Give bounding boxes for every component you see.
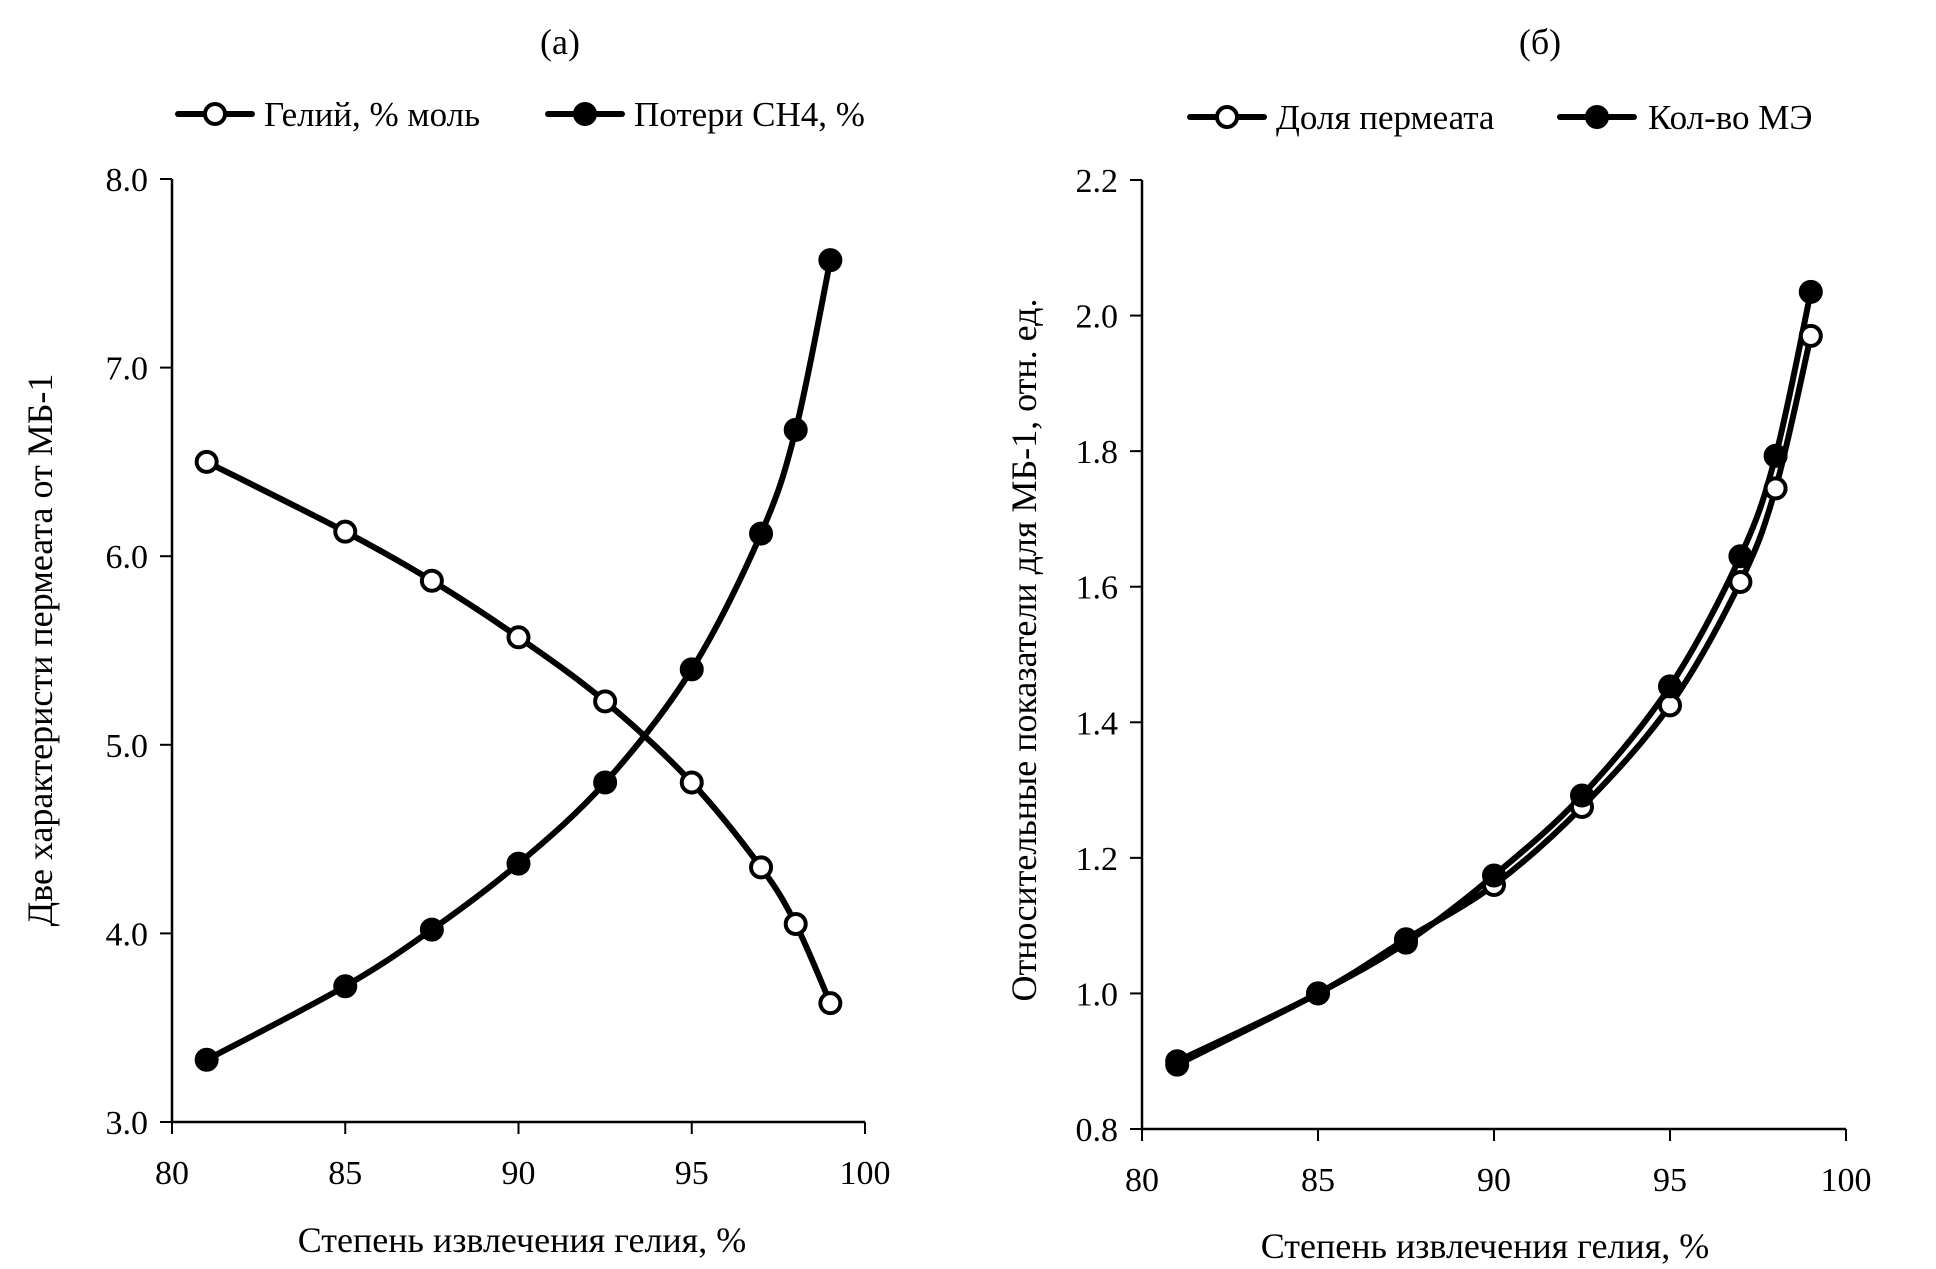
panel-b-y-tick-label: 1.2 xyxy=(1076,841,1119,878)
panel-a-series-1-point xyxy=(679,657,704,682)
panel-a-y-tick-label: 8.0 xyxy=(106,162,149,199)
panel-a-series-0-point xyxy=(818,991,843,1016)
chart-panel-b: (б) Доля пермеата Кол-во МЭ Относительны… xyxy=(1004,22,1872,1266)
panel-b-x-axis-title: Степень извлечения гелия, % xyxy=(1261,1226,1709,1266)
panel-a-series-0-point xyxy=(194,449,219,474)
legend-a-label-ch4-loss: Потери CH4, % xyxy=(634,95,865,134)
panel-b-series-1-point xyxy=(1482,863,1506,888)
panel-a-series-0-point xyxy=(679,770,704,795)
legend-open-circle-icon xyxy=(203,102,227,126)
panel-a-series-0-point xyxy=(333,519,358,544)
panel-a-series-1-point xyxy=(506,851,531,876)
panel-b-series-1-point xyxy=(1798,279,1823,304)
panel-a-title: (a) xyxy=(540,22,580,62)
panel-a-series-1-point xyxy=(749,521,774,546)
panel-b-axes: 0.8 1.0 1.2 1.4 1.6 1.8 2.0 2.2 80 85 90 95 100 xyxy=(1076,163,1872,1199)
panel-b-y-axis-title: Относительные показатели для МБ-1, отн. … xyxy=(1004,299,1044,1002)
panel-b-series-1-point xyxy=(1165,1052,1190,1077)
panel-a-series-0-line xyxy=(203,458,834,1007)
legend-open-circle-icon xyxy=(1215,105,1239,129)
panel-b-series-1-line xyxy=(1174,288,1814,1068)
legend-b-item-me-count: Кол-во МЭ xyxy=(1557,98,1813,137)
panel-b-series-0-point xyxy=(1763,476,1788,501)
panel-a-x-tick-label: 80 xyxy=(155,1155,189,1192)
panel-b-x-tick-label: 80 xyxy=(1125,1162,1159,1199)
panel-b-series-0-point xyxy=(1798,323,1823,348)
panel-a-axes: 3.0 4.0 5.0 6.0 7.0 8.0 80 85 90 95 100 xyxy=(106,162,891,1192)
legend-a: Гелий, % моль Потери CH4, % xyxy=(175,95,865,134)
panel-a-series-0-point xyxy=(749,855,774,880)
chart-panel-a: (a) Гелий, % моль Потери CH4, % Две хара… xyxy=(20,22,891,1260)
legend-filled-circle-icon xyxy=(1585,105,1609,129)
panel-b-x-tick-label: 95 xyxy=(1653,1162,1687,1199)
panel-b-y-tick-label: 1.8 xyxy=(1076,434,1119,471)
panel-a-y-axis-title: Две характеристи пермеата от МБ-1 xyxy=(20,374,60,927)
panel-a-series xyxy=(194,248,843,1072)
panel-b-series-1-point xyxy=(1763,443,1788,468)
panel-a-series-1-point xyxy=(419,917,444,942)
panel-b-y-tick-label: 0.8 xyxy=(1076,1112,1119,1149)
panel-a-series-0-point xyxy=(783,911,808,936)
panel-a-y-tick-label: 7.0 xyxy=(106,351,149,388)
legend-b-label-permeate-share: Доля пермеата xyxy=(1276,98,1495,137)
legend-b: Доля пермеата Кол-во МЭ xyxy=(1187,98,1813,137)
legend-b-label-me-count: Кол-во МЭ xyxy=(1648,98,1813,137)
panel-a-series-1-point xyxy=(818,248,843,273)
legend-filled-circle-icon xyxy=(573,102,597,126)
panel-a-series-0-point xyxy=(506,625,531,650)
panel-a-y-tick-label: 3.0 xyxy=(106,1105,149,1142)
panel-a-y-tick-label: 6.0 xyxy=(106,539,149,576)
panel-b-y-tick-label: 2.2 xyxy=(1076,163,1119,200)
panel-b-y-tick-label: 1.6 xyxy=(1076,570,1119,607)
panel-a-x-tick-label: 90 xyxy=(502,1155,536,1192)
panel-a-x-tick-label: 95 xyxy=(675,1155,709,1192)
legend-a-item-helium: Гелий, % моль xyxy=(175,95,480,134)
panel-b-series-1-point xyxy=(1570,783,1594,808)
panel-b-y-tick-label: 1.0 xyxy=(1076,976,1119,1013)
panel-b-series-1-point xyxy=(1306,981,1330,1006)
panel-b-x-tick-label: 100 xyxy=(1821,1162,1872,1199)
panel-a-x-tick-label: 100 xyxy=(840,1155,891,1192)
panel-b-x-tick-label: 90 xyxy=(1477,1162,1511,1199)
panel-b-series-1-point xyxy=(1394,930,1418,955)
legend-a-item-ch4-loss: Потери CH4, % xyxy=(545,95,865,134)
panel-a-y-tick-label: 5.0 xyxy=(106,728,149,765)
panel-b-x-tick-label: 85 xyxy=(1301,1162,1335,1199)
panel-b-series-1-point xyxy=(1728,544,1753,569)
panel-a-series-1-point xyxy=(783,417,808,442)
panel-b-title: (б) xyxy=(1519,22,1561,62)
panel-a-series-1-point xyxy=(593,770,618,795)
panel-b-series-1-point xyxy=(1658,674,1682,699)
legend-b-item-permeate-share: Доля пермеата xyxy=(1187,98,1495,137)
panel-b-y-tick-label: 2.0 xyxy=(1076,299,1119,336)
panel-a-series-0-point xyxy=(419,568,444,593)
panel-b-series xyxy=(1165,279,1823,1077)
panel-a-series-1-line xyxy=(203,257,834,1063)
panel-a-series-0-point xyxy=(593,689,618,714)
panel-b-series-0-point xyxy=(1728,569,1753,594)
panel-b-series-0-line xyxy=(1174,332,1814,1065)
panel-a-x-axis-title: Степень извлечения гелия, % xyxy=(298,1220,746,1260)
panel-a-series-1-point xyxy=(333,974,358,999)
panel-a-x-tick-label: 85 xyxy=(328,1155,362,1192)
panel-b-y-tick-label: 1.4 xyxy=(1076,705,1119,742)
legend-a-label-helium: Гелий, % моль xyxy=(264,95,480,134)
panel-a-y-tick-label: 4.0 xyxy=(106,916,149,953)
panel-a-series-1-point xyxy=(194,1047,219,1072)
